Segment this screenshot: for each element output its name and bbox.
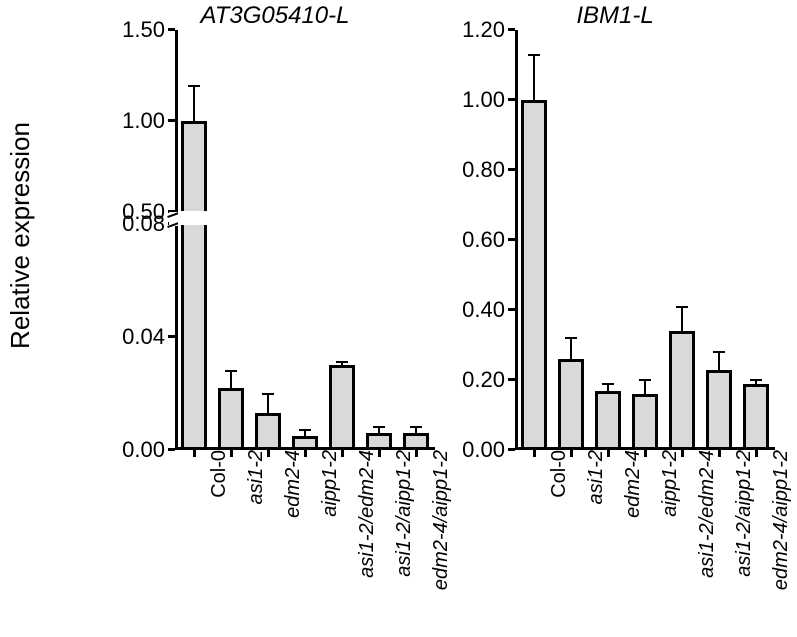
x-tick — [681, 450, 684, 457]
error-cap — [676, 306, 688, 308]
x-tick — [341, 450, 344, 457]
error-cap — [299, 429, 311, 431]
y-tick-label: 0.50 — [122, 199, 175, 225]
error-cap — [410, 426, 422, 428]
bar — [329, 365, 355, 450]
error-bar — [570, 338, 572, 359]
error-cap — [225, 370, 237, 372]
error-bar — [644, 380, 646, 394]
error-cap — [713, 351, 725, 353]
bar — [632, 394, 658, 450]
x-tick-label: Col-0 — [544, 450, 571, 498]
x-tick — [304, 450, 307, 457]
x-tick-label: edm2-4 — [278, 450, 305, 518]
x-tick-label: asi1-2/aipp1-2 — [729, 450, 756, 577]
bar — [181, 121, 207, 212]
x-tick-label: asi1-2 — [241, 450, 268, 504]
x-tick-label: asi1-2/aipp1-2 — [389, 450, 416, 577]
error-cap — [565, 337, 577, 339]
error-bar — [267, 394, 269, 414]
y-tick-label: 0.60 — [462, 227, 515, 253]
x-tick — [415, 450, 418, 457]
error-cap — [639, 379, 651, 381]
y-tick-label: 0.00 — [462, 437, 515, 463]
bar — [743, 384, 769, 451]
bar — [218, 388, 244, 450]
panel-right: IBM1-L0.000.200.400.600.801.001.20Col-0a… — [455, 30, 775, 450]
x-tick-label: edm2-4 — [618, 450, 645, 518]
bar — [181, 224, 207, 450]
x-tick — [755, 450, 758, 457]
y-axis-line — [515, 30, 518, 450]
panel-left: AT3G05410-L0.000.040.080.501.001.50Col-0… — [115, 30, 435, 450]
error-bar — [607, 384, 609, 391]
bar — [595, 391, 621, 451]
x-tick-label: asi1-2/edm2-4 — [692, 450, 719, 578]
bar — [366, 433, 392, 450]
bar-break — [178, 211, 210, 225]
x-tick-label: edm2-4/aipp1-2 — [426, 450, 453, 590]
x-tick-label: aipp1-2 — [655, 450, 682, 517]
x-tick — [230, 450, 233, 457]
bar — [706, 370, 732, 451]
x-tick — [193, 450, 196, 457]
bar — [255, 413, 281, 450]
bar — [558, 359, 584, 450]
y-tick-label: 1.20 — [462, 17, 515, 43]
y-tick-label: 0.80 — [462, 157, 515, 183]
bar — [403, 433, 429, 450]
error-bar — [718, 352, 720, 370]
error-bar — [193, 86, 195, 121]
y-tick-label: 0.04 — [122, 324, 175, 350]
plot-area: 0.000.040.080.501.001.50Col-0asi1-2edm2-… — [175, 30, 435, 450]
plot-area: 0.000.200.400.600.801.001.20Col-0asi1-2e… — [515, 30, 775, 450]
error-bar — [533, 55, 535, 101]
x-tick — [378, 450, 381, 457]
error-cap — [336, 361, 348, 363]
x-tick — [718, 450, 721, 457]
error-cap — [602, 383, 614, 385]
y-axis-title: Relative expression — [0, 0, 40, 470]
bar — [292, 436, 318, 450]
y-axis-line — [175, 224, 178, 450]
x-tick — [533, 450, 536, 457]
x-tick-label: asi1-2 — [581, 450, 608, 504]
y-axis-title-text: Relative expression — [5, 122, 36, 349]
error-cap — [528, 54, 540, 56]
y-tick-label: 0.00 — [122, 437, 175, 463]
x-tick — [267, 450, 270, 457]
error-cap — [262, 393, 274, 395]
error-bar — [230, 371, 232, 388]
y-tick-label: 1.50 — [122, 17, 175, 43]
figure: Relative expression AT3G05410-L0.000.040… — [0, 0, 797, 637]
x-tick — [607, 450, 610, 457]
bar — [669, 331, 695, 450]
y-axis-line — [175, 30, 178, 212]
y-tick-label: 0.40 — [462, 297, 515, 323]
x-tick-label: aipp1-2 — [315, 450, 342, 517]
error-cap — [373, 426, 385, 428]
y-tick-label: 1.00 — [122, 108, 175, 134]
bar — [521, 100, 547, 450]
y-tick-label: 0.20 — [462, 367, 515, 393]
error-cap — [188, 85, 200, 87]
x-tick — [570, 450, 573, 457]
x-tick — [644, 450, 647, 457]
x-tick-label: edm2-4/aipp1-2 — [766, 450, 793, 590]
x-tick-label: Col-0 — [204, 450, 231, 498]
error-bar — [681, 307, 683, 332]
y-tick-label: 1.00 — [462, 87, 515, 113]
x-tick-label: asi1-2/edm2-4 — [352, 450, 379, 578]
error-cap — [750, 379, 762, 381]
